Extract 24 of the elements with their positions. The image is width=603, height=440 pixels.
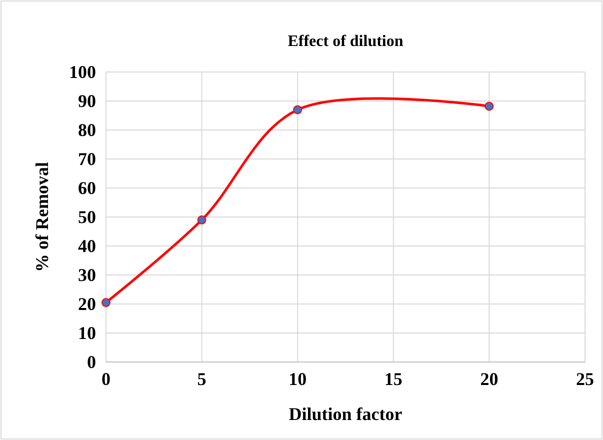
y-tick-label: 30	[78, 264, 96, 285]
x-tick-label: 20	[480, 368, 498, 389]
y-tick-label: 40	[78, 236, 96, 256]
y-tick-label: 10	[78, 322, 96, 343]
y-tick-label: 50	[78, 206, 96, 227]
x-tick-label: 25	[576, 368, 594, 389]
point	[484, 102, 494, 111]
x-tick-label: 5	[197, 368, 206, 389]
x-axis-title: Dilution factor	[288, 404, 402, 424]
chart-title: Effect of dilution	[288, 33, 404, 50]
point	[102, 298, 110, 308]
x-tick-label: 0	[102, 368, 110, 389]
x-tick-label: 15	[384, 368, 402, 389]
y-tick-label: 60	[78, 178, 96, 198]
point	[197, 215, 206, 224]
y-tick-label: 100	[69, 62, 96, 82]
x-tick-label: 10	[288, 368, 307, 389]
y-tick-label: 80	[78, 120, 96, 140]
y-tick-label: 70	[78, 148, 96, 169]
y-tick-label: 90	[78, 90, 96, 111]
y-axis-title: % of Removal	[32, 162, 52, 272]
y-tick-label: 20	[78, 294, 96, 314]
point	[293, 105, 302, 114]
y-tick-label: 0	[87, 352, 96, 372]
